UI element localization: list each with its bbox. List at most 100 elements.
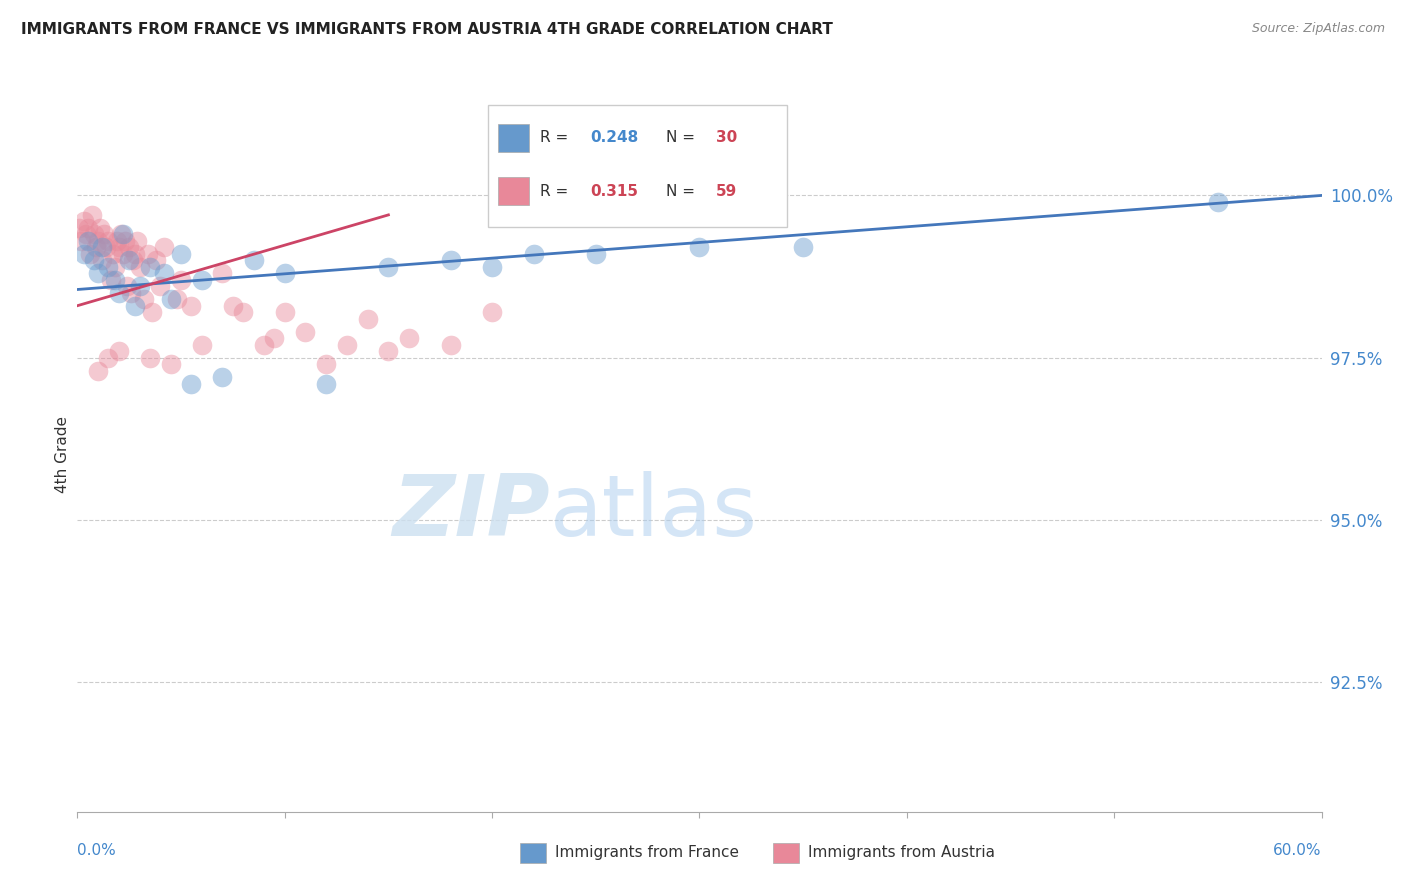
Text: 59: 59 — [716, 184, 737, 199]
Point — [139, 351, 162, 365]
Point — [101, 247, 124, 261]
Y-axis label: 4th Grade: 4th Grade — [55, 417, 70, 493]
Point — [153, 240, 176, 254]
Point — [104, 260, 127, 274]
Point — [108, 240, 129, 254]
Text: R =: R = — [540, 184, 574, 199]
Point — [67, 220, 90, 235]
Point — [145, 253, 167, 268]
Point — [377, 344, 399, 359]
Point — [84, 240, 107, 254]
Point — [87, 266, 110, 280]
Point — [191, 273, 214, 287]
FancyBboxPatch shape — [488, 105, 786, 227]
Text: N =: N = — [666, 130, 700, 145]
Point — [398, 331, 420, 345]
Point — [87, 234, 110, 248]
Point — [585, 247, 607, 261]
Point — [170, 273, 193, 287]
Point — [139, 260, 162, 274]
Text: Immigrants from Austria: Immigrants from Austria — [808, 846, 995, 860]
Point — [136, 247, 159, 261]
Point — [792, 240, 814, 254]
Point — [274, 305, 297, 319]
Point — [120, 285, 142, 300]
Point — [159, 357, 181, 371]
Point — [105, 234, 128, 248]
Point — [294, 325, 316, 339]
Point — [253, 337, 276, 351]
Point — [70, 234, 93, 248]
Point — [170, 247, 193, 261]
Point — [336, 337, 359, 351]
Point — [96, 240, 118, 254]
Point — [104, 273, 127, 287]
Text: R =: R = — [540, 130, 574, 145]
Text: IMMIGRANTS FROM FRANCE VS IMMIGRANTS FROM AUSTRIA 4TH GRADE CORRELATION CHART: IMMIGRANTS FROM FRANCE VS IMMIGRANTS FRO… — [21, 22, 832, 37]
Point — [114, 234, 136, 248]
Point — [191, 337, 214, 351]
Point — [263, 331, 285, 345]
Point — [122, 253, 145, 268]
Point — [115, 279, 138, 293]
Point — [377, 260, 399, 274]
Point — [76, 234, 98, 248]
Point — [93, 227, 115, 242]
Text: atlas: atlas — [550, 470, 758, 554]
Point — [89, 220, 111, 235]
Point — [80, 208, 103, 222]
Point — [75, 227, 97, 242]
Point — [91, 253, 114, 268]
Point — [132, 292, 155, 306]
Point — [118, 240, 141, 254]
Point — [83, 227, 105, 242]
Point — [357, 311, 380, 326]
Point — [124, 247, 146, 261]
FancyBboxPatch shape — [498, 177, 529, 205]
Point — [97, 351, 120, 365]
Point — [1206, 194, 1229, 209]
Point — [141, 305, 163, 319]
Text: 60.0%: 60.0% — [1274, 843, 1322, 858]
Point — [149, 279, 172, 293]
Point — [439, 253, 461, 268]
Point — [315, 357, 337, 371]
Text: 30: 30 — [716, 130, 737, 145]
Point — [481, 260, 503, 274]
Point — [108, 344, 129, 359]
Point — [166, 292, 188, 306]
Point — [76, 220, 98, 235]
Point — [87, 363, 110, 377]
Point — [232, 305, 254, 319]
Point — [180, 376, 202, 391]
Text: 0.0%: 0.0% — [77, 843, 117, 858]
Point — [111, 227, 134, 242]
Point — [108, 285, 129, 300]
Point — [124, 299, 146, 313]
Point — [439, 337, 461, 351]
Point — [222, 299, 245, 313]
Point — [689, 240, 711, 254]
Text: Source: ZipAtlas.com: Source: ZipAtlas.com — [1251, 22, 1385, 36]
Point — [111, 247, 134, 261]
Point — [97, 234, 120, 248]
Point — [211, 370, 233, 384]
Point — [274, 266, 297, 280]
Point — [159, 292, 181, 306]
Point — [97, 260, 120, 274]
Point — [91, 240, 114, 254]
Text: 0.315: 0.315 — [591, 184, 638, 199]
Point — [481, 305, 503, 319]
Text: ZIP: ZIP — [392, 470, 550, 554]
Point — [127, 234, 149, 248]
Point — [110, 227, 132, 242]
Point — [242, 253, 264, 268]
Point — [180, 299, 202, 313]
Point — [72, 214, 94, 228]
Point — [128, 260, 150, 274]
Point — [128, 279, 150, 293]
Text: N =: N = — [666, 184, 700, 199]
Point — [211, 266, 233, 280]
Point — [315, 376, 337, 391]
FancyBboxPatch shape — [498, 123, 529, 152]
